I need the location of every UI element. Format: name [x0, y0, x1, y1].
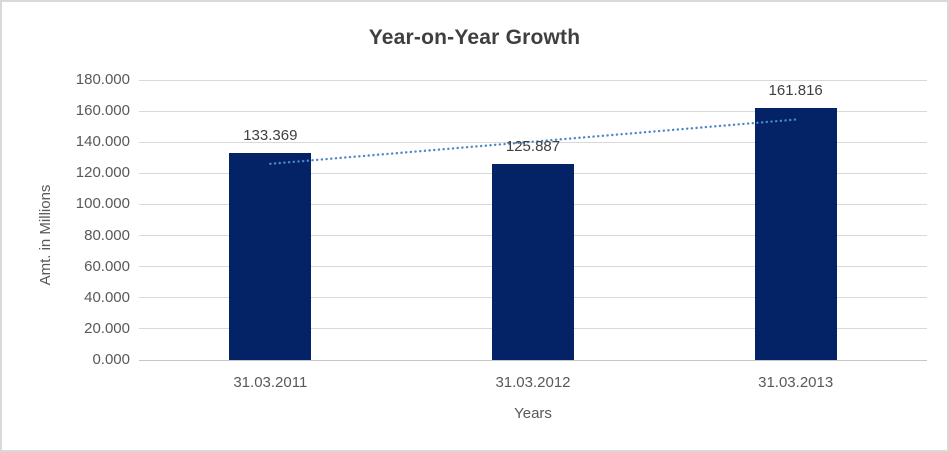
y-tick-label: 180.000 [75, 71, 130, 88]
x-tick-label: 31.03.2013 [758, 374, 834, 391]
y-tick-label: 140.000 [75, 133, 130, 151]
x-tick-label: 31.03.2011 [233, 374, 308, 391]
gridline-0.000 [139, 359, 927, 361]
bar-31.03.2013 [754, 108, 837, 360]
y-tick-label: 160.000 [75, 102, 130, 120]
y-tick-label: 100.000 [75, 195, 130, 213]
y-tick-label: 120.000 [75, 164, 130, 182]
x-tick-label: 31.03.2012 [495, 374, 571, 391]
y-tick-label: 0.000 [92, 351, 130, 368]
chart-title: Year-on-Year Growth [368, 26, 581, 49]
y-tick-label: 60.000 [84, 257, 130, 275]
y-tick-label: 80.000 [84, 226, 130, 244]
bar-data-label: 125.887 [505, 138, 561, 156]
bar-31.03.2012 [492, 164, 574, 360]
trendline [269, 118, 797, 165]
gridline-160.000 [139, 110, 927, 112]
bar-31.03.2011 [229, 152, 312, 360]
bar-data-label: 161.816 [768, 82, 823, 100]
bar-data-label: 133.369 [243, 126, 298, 144]
y-tick-label: 40.000 [84, 288, 130, 306]
y-tick-label: 20.000 [84, 319, 130, 337]
gridline-180.000 [139, 79, 927, 81]
x-axis-title: Years [514, 405, 552, 422]
plot-area: 133.369 125.887 161.816 [139, 79, 927, 361]
trendline-dotted-line [269, 118, 797, 165]
